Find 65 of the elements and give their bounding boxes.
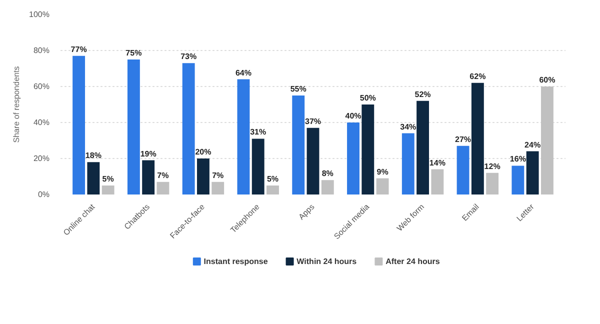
y-axis-title: Share of respondents — [12, 66, 22, 143]
y-tick-label: 60% — [33, 82, 50, 91]
data-label: 75% — [126, 48, 142, 58]
data-label: 73% — [180, 52, 197, 62]
bar — [347, 122, 360, 194]
bar — [102, 186, 114, 194]
y-tick-label: 40% — [33, 118, 50, 127]
data-label: 37% — [304, 116, 322, 126]
bar — [486, 172, 499, 194]
bar — [252, 138, 264, 194]
bar — [292, 96, 305, 194]
data-label: 5% — [266, 174, 279, 184]
y-tick-label: 20% — [33, 154, 50, 163]
bar — [237, 79, 250, 194]
legend-label: Within 24 hours — [296, 257, 358, 266]
data-label: 12% — [484, 162, 500, 171]
data-label: 18% — [85, 151, 102, 160]
bar — [87, 162, 100, 194]
data-label: 64% — [235, 68, 252, 78]
data-label: 14% — [429, 158, 446, 168]
y-tick-label: 100% — [29, 10, 50, 19]
data-label: 52% — [414, 90, 431, 99]
bar — [306, 128, 320, 194]
bar — [402, 133, 414, 194]
data-label: 62% — [470, 72, 486, 81]
data-label: 20% — [195, 148, 212, 156]
data-label: 8% — [322, 169, 334, 178]
legend-label: Instant response — [204, 257, 268, 266]
bar — [512, 166, 524, 194]
bar — [212, 182, 224, 194]
bar — [142, 160, 155, 194]
data-label: 55% — [290, 84, 306, 94]
bar — [72, 56, 86, 194]
bar — [156, 182, 170, 194]
data-label: 16% — [510, 154, 526, 164]
data-label: 31% — [250, 128, 266, 137]
bar — [196, 158, 210, 194]
bar — [266, 186, 279, 194]
x-tick-label: Web form — [395, 202, 426, 234]
legend-label: After 24 hours — [386, 257, 440, 266]
bar — [416, 100, 430, 194]
bar — [471, 82, 484, 194]
data-label: 7% — [157, 170, 169, 180]
y-tick-label: 80% — [33, 46, 50, 55]
data-label: 60% — [539, 76, 556, 84]
data-label: 9% — [376, 167, 388, 176]
data-label: 40% — [345, 112, 362, 120]
bar — [376, 178, 389, 194]
bar — [321, 180, 334, 194]
bar — [526, 151, 539, 194]
data-label: 19% — [140, 149, 156, 158]
bar — [431, 169, 444, 194]
data-label: 34% — [400, 122, 416, 132]
bar — [127, 60, 140, 194]
bar — [182, 63, 195, 194]
data-label: 50% — [360, 94, 376, 102]
y-tick-label: 0% — [38, 190, 50, 199]
data-label: 27% — [455, 134, 472, 144]
bar — [362, 104, 374, 194]
data-label: 77% — [70, 44, 87, 54]
data-label: 24% — [524, 140, 541, 150]
bar — [540, 86, 554, 194]
data-label: 7% — [212, 170, 224, 180]
data-label: 5% — [102, 174, 114, 184]
bar — [456, 146, 470, 194]
